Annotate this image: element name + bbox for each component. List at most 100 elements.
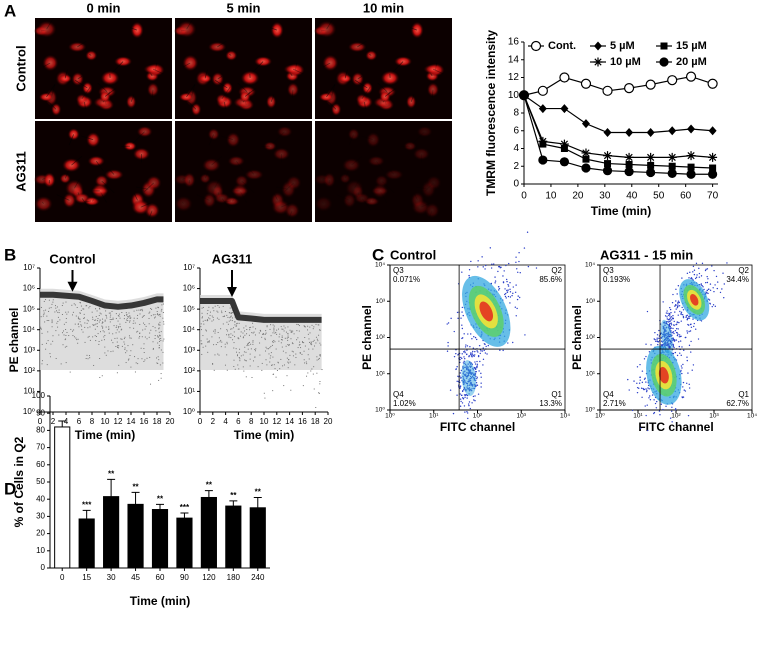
event-dot (269, 328, 271, 330)
event-dot (136, 317, 138, 319)
event-dot (239, 358, 241, 360)
cell-process (269, 27, 278, 31)
data-point (559, 139, 569, 149)
event-dot (270, 335, 272, 337)
event-dot (279, 368, 281, 370)
event-dot (61, 332, 63, 334)
x-tick-label: 14 (285, 417, 294, 426)
x-tick-label: 8 (249, 417, 254, 426)
event-dot (688, 330, 690, 333)
event-dot (461, 324, 463, 326)
event-dot (224, 343, 226, 345)
event-dot (160, 373, 162, 375)
event-dot (459, 375, 461, 377)
x-tick-label: 0 (38, 417, 43, 426)
event-dot (278, 340, 280, 342)
event-dot (83, 317, 85, 319)
event-dot (110, 351, 112, 353)
event-dot (246, 328, 248, 330)
event-dot (245, 376, 247, 378)
event-dot (138, 309, 140, 311)
event-dot (509, 282, 511, 284)
x-tick-label: 0 (198, 417, 203, 426)
event-dot (274, 332, 276, 334)
event-dot (228, 334, 230, 336)
event-dot (299, 344, 301, 346)
event-dot (675, 288, 677, 291)
event-dot (113, 325, 115, 327)
event-dot (275, 376, 277, 378)
data-point (667, 75, 678, 86)
event-dot (278, 336, 280, 338)
event-dot (68, 335, 70, 337)
cell-process (274, 193, 278, 201)
cell (224, 196, 238, 206)
y-tick-label: 10² (183, 366, 195, 375)
event-dot (240, 331, 242, 333)
event-dot (76, 306, 78, 308)
event-dot (157, 336, 159, 338)
event-dot (200, 329, 202, 331)
event-dot (129, 327, 131, 329)
event-dot (290, 338, 292, 340)
data-point (687, 124, 696, 134)
event-dot (482, 358, 485, 361)
event-dot (154, 316, 156, 318)
y-tick-label: 10¹ (183, 387, 195, 396)
event-dot (254, 349, 256, 351)
cell-process (251, 61, 264, 74)
event-dot (476, 363, 479, 365)
event-dot (117, 345, 119, 347)
event-dot (281, 335, 283, 337)
event-dot (146, 357, 148, 359)
event-dot (711, 265, 713, 267)
event-dot (135, 362, 137, 364)
event-dot (514, 306, 517, 308)
event-dot (639, 427, 642, 430)
event-dot (480, 386, 482, 388)
cell-process (431, 89, 434, 98)
event-dot (627, 378, 629, 381)
cell-process (272, 131, 285, 144)
event-dot (497, 289, 500, 291)
event-dot (239, 348, 241, 350)
event-dot (282, 365, 284, 367)
event-dot (40, 328, 42, 330)
event-dot (77, 317, 79, 319)
event-dot (288, 362, 290, 364)
cell (34, 195, 53, 212)
event-dot (55, 310, 57, 312)
event-dot (150, 315, 152, 317)
event-dot (477, 260, 479, 262)
event-dot (63, 323, 65, 325)
event-dot (94, 328, 96, 330)
cell-process (77, 40, 87, 48)
event-dot (208, 341, 210, 343)
event-dot (208, 306, 210, 308)
event-dot (645, 414, 647, 417)
event-dot (695, 262, 698, 265)
event-dot (310, 370, 312, 372)
x-tick-label: 60 (680, 191, 692, 202)
y-tick-label: 10 (36, 546, 45, 555)
cell-process (95, 160, 104, 172)
event-dot (677, 305, 679, 308)
event-dot (205, 345, 207, 347)
event-dot (273, 327, 275, 329)
event-dot (104, 352, 106, 354)
event-dot (124, 336, 126, 338)
event-dot (465, 344, 467, 346)
event-dot (722, 272, 724, 274)
event-dot (494, 276, 496, 278)
event-dot (220, 346, 222, 348)
event-dot (70, 328, 72, 330)
event-dot (712, 304, 715, 306)
event-dot (468, 268, 471, 271)
event-dot (203, 323, 205, 325)
event-dot (250, 348, 252, 350)
event-dot (307, 333, 309, 335)
cell-process (81, 86, 91, 100)
data-point (559, 157, 570, 167)
event-dot (74, 304, 76, 306)
event-dot (211, 336, 213, 338)
